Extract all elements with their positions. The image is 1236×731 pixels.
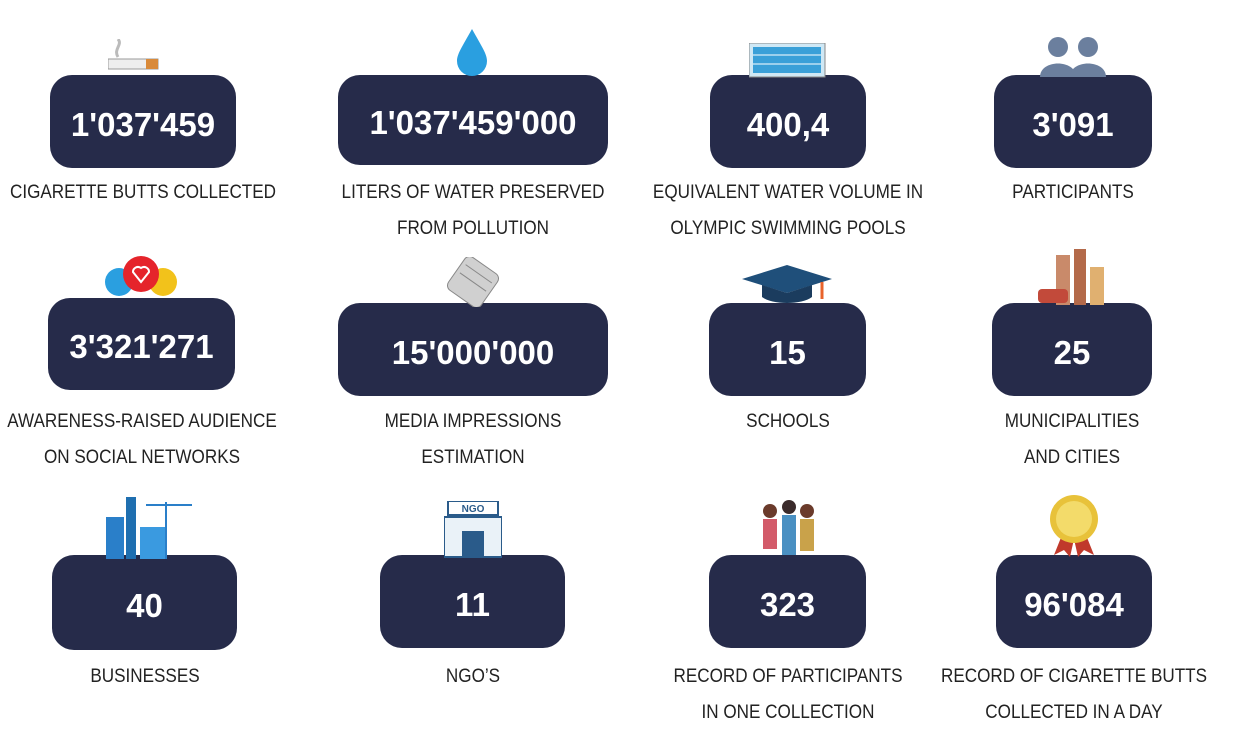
- stat-value: 323: [709, 555, 866, 648]
- icon: [1038, 37, 1108, 79]
- label-line: LITERS OF WATER PRESERVED: [329, 175, 617, 211]
- icon: [103, 256, 181, 302]
- svg-text:NGO: NGO: [461, 504, 484, 515]
- label-line: PARTICIPANTS: [929, 175, 1217, 211]
- label-line: COLLECTED IN A DAY: [930, 695, 1218, 731]
- icon: [108, 39, 178, 79]
- label-line: AWARENESS-RAISED AUDIENCE: [0, 404, 286, 440]
- icon: NGO: [444, 501, 502, 559]
- icon: [1044, 495, 1104, 559]
- label-line: ON SOCIAL NETWORKS: [0, 440, 286, 476]
- label-line: MUNICIPALITIES: [928, 404, 1216, 440]
- stat-value: 1'037'459: [50, 75, 236, 168]
- stat-label: CIGARETTE BUTTS COLLECTED: [0, 175, 287, 211]
- label-line: OLYMPIC SWIMMING POOLS: [644, 211, 932, 247]
- label-line: ESTIMATION: [329, 440, 617, 476]
- stat-label: BUSINESSES: [1, 659, 289, 695]
- stat-value: 1'037'459'000: [338, 75, 608, 165]
- label-line: EQUIVALENT WATER VOLUME IN: [644, 175, 932, 211]
- stat-label: NGO’S: [329, 659, 617, 695]
- label-line: AND CITIES: [928, 440, 1216, 476]
- stat-label: SCHOOLS: [644, 404, 932, 440]
- icon: [1034, 249, 1110, 307]
- label-line: RECORD OF CIGARETTE BUTTS: [930, 659, 1218, 695]
- label-line: MEDIA IMPRESSIONS: [329, 404, 617, 440]
- stat-value: 11: [380, 555, 565, 648]
- label-line: SCHOOLS: [644, 404, 932, 440]
- label-line: CIGARETTE BUTTS COLLECTED: [0, 175, 287, 211]
- label-line: NGO’S: [329, 659, 617, 695]
- icon: [742, 265, 834, 307]
- stat-value: 3'091: [994, 75, 1152, 168]
- label-line: RECORD OF PARTICIPANTS: [644, 659, 932, 695]
- stat-value: 40: [52, 555, 237, 650]
- stat-value: 3'321'271: [48, 298, 235, 390]
- stat-value: 15'000'000: [338, 303, 608, 396]
- icon: [447, 29, 499, 79]
- icon: [749, 43, 827, 79]
- icon: [96, 497, 194, 559]
- stat-value: 400,4: [710, 75, 866, 168]
- icon: [443, 257, 503, 307]
- stat-value: 15: [709, 303, 866, 396]
- label-line: BUSINESSES: [1, 659, 289, 695]
- stat-label: PARTICIPANTS: [929, 175, 1217, 211]
- icon: [755, 497, 821, 559]
- stat-value: 25: [992, 303, 1152, 396]
- label-line: FROM POLLUTION: [329, 211, 617, 247]
- label-line: IN ONE COLLECTION: [644, 695, 932, 731]
- stat-value: 96'084: [996, 555, 1152, 648]
- infographic: 1'037'459 CIGARETTE BUTTS COLLECTED 1'037'…: [0, 0, 1236, 729]
